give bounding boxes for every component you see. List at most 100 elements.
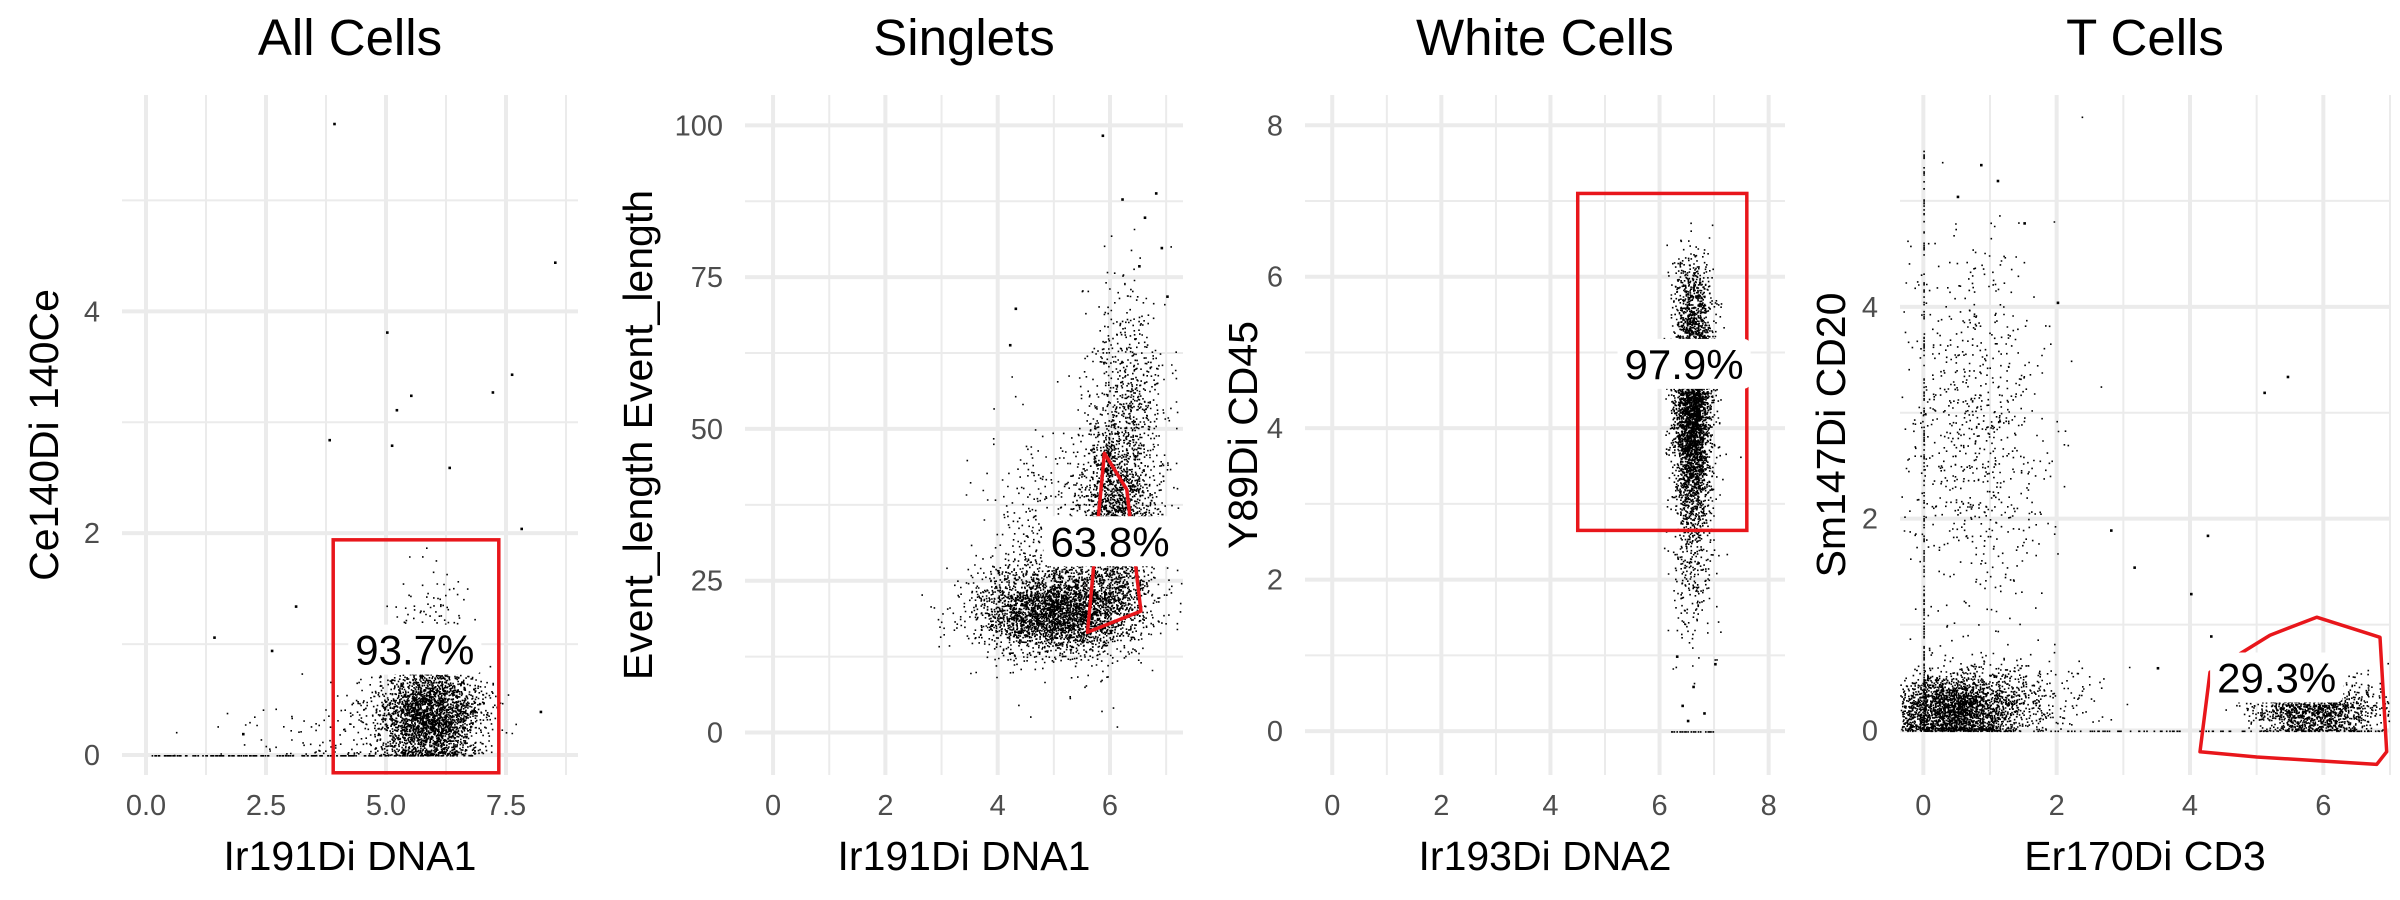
y-tick-label: 2: [1267, 565, 1283, 597]
point-cloud: [1661, 222, 1742, 733]
panel-title: White Cells: [1416, 9, 1674, 66]
y-tick-label: 4: [1267, 413, 1283, 445]
outlier-point: [1980, 163, 1983, 167]
x-tick-label: 8: [1761, 790, 1777, 822]
outlier-point: [2023, 222, 2026, 225]
outlier-point: [539, 710, 543, 714]
scatter-points: [1900, 116, 2391, 733]
outlier-point: [1714, 662, 1717, 666]
outlier-point: [1154, 192, 1158, 195]
outlier-point: [2210, 635, 2213, 638]
scatter-points: [921, 134, 1183, 728]
gate-label-background: [1617, 338, 1751, 389]
outlier-point: [2286, 375, 2290, 379]
x-tick-label: 6: [1102, 790, 1118, 822]
gate-percentage-text: 29.3%: [2217, 655, 2336, 702]
gate-percentage-text: 97.9%: [1625, 341, 1744, 388]
scatter-points: [151, 122, 557, 757]
x-tick-label: 2: [2049, 790, 2065, 822]
outlier-point: [1138, 265, 1141, 268]
outlier-point: [1121, 198, 1124, 201]
outlier-point: [1996, 179, 2000, 183]
x-tick-label: 0: [1915, 790, 1931, 822]
x-tick-label: 4: [2182, 790, 2198, 822]
x-axis-label: Ir191Di DNA1: [224, 833, 477, 879]
y-tick-label: 0: [1862, 716, 1878, 748]
outlier-point: [1014, 307, 1018, 311]
gate-percentage-label: 97.9%: [1617, 338, 1751, 389]
gate-shape: [331, 538, 501, 775]
outlier-point: [390, 444, 394, 448]
y-tick-label: 25: [691, 566, 723, 598]
x-tick-label: 5.0: [366, 790, 406, 822]
y-tick-label: 4: [1862, 292, 1878, 324]
x-tick-label: 2: [1433, 790, 1449, 822]
y-tick-label: 2: [1862, 504, 1878, 536]
panel-title: Singlets: [873, 9, 1054, 66]
outlier-point: [2263, 391, 2266, 395]
outlier-point: [333, 122, 336, 126]
y-tick-label: 0: [1267, 716, 1283, 748]
gate-shape: [1085, 451, 1143, 635]
y-tick-label: 6: [1267, 262, 1283, 294]
panel-singlets: 0 2 4 6 0 25 50 75 100 Singlets Ir191Di DNA1 Eve…: [615, 9, 1183, 879]
panel-white-cells: 0 2 4 6 8 0 2 4 6 8 White Cells Ir193Di DNA2 Y89D…: [1220, 9, 1785, 879]
y-tick-label: 0: [84, 740, 100, 772]
gate-polygon: [1085, 451, 1143, 635]
gate-percentage-label: 93.7%: [348, 624, 482, 675]
gate-rectangle: [331, 538, 501, 775]
point-cloud: [151, 547, 517, 757]
outlier-point: [294, 605, 298, 608]
outlier-point: [510, 373, 514, 377]
outlier-point: [270, 649, 274, 653]
outlier-point: [1101, 134, 1105, 138]
panel-grid: [1305, 95, 1785, 775]
x-tick-label: 4: [990, 790, 1006, 822]
x-axis-label: Ir191Di DNA1: [838, 833, 1091, 879]
outlier-point: [2056, 301, 2060, 305]
y-tick-label: 8: [1267, 110, 1283, 142]
y-tick-label: 100: [675, 110, 723, 142]
gate-label-background: [1043, 516, 1177, 567]
y-tick-label: 75: [691, 262, 723, 294]
x-tick-label: 0: [765, 790, 781, 822]
outlier-point: [1160, 246, 1164, 250]
outlier-point: [2206, 534, 2210, 538]
outlier-point: [554, 261, 557, 264]
panel-t-cells: 0 2 4 6 0 2 4 T Cells Er170Di CD3 Sm147Di CD20…: [1808, 9, 2391, 879]
x-tick-label: 2.5: [246, 790, 286, 822]
panel-title: T Cells: [2066, 9, 2224, 66]
outlier-point: [328, 438, 331, 442]
y-tick-label: 0: [707, 718, 723, 750]
outlier-point: [410, 394, 413, 398]
y-tick-label: 4: [84, 296, 100, 328]
outlier-point: [491, 391, 495, 394]
axis-ticks: 0 2 4 6 0 25 50 75 100: [675, 110, 1118, 822]
panel-grid: [745, 95, 1183, 775]
axis-ticks: 0 2 4 6 0 2 4: [1862, 292, 2332, 822]
outlier-point: [2190, 592, 2193, 596]
outlier-point: [386, 331, 389, 334]
y-axis-label: Ce140Di 140Ce: [21, 289, 67, 581]
x-tick-label: 7.5: [486, 790, 526, 822]
x-tick-label: 0: [1324, 790, 1340, 822]
y-axis-label: Sm147Di CD20: [1808, 293, 1854, 578]
outlier-point: [1008, 343, 1012, 347]
outlier-point: [395, 408, 399, 412]
y-tick-label: 50: [691, 414, 723, 446]
panel-title: All Cells: [258, 9, 442, 66]
axis-ticks: 0 2 4 6 8 0 2 4 6 8: [1267, 110, 1777, 822]
x-tick-label: 6: [2315, 790, 2331, 822]
gate-percentage-text: 93.7%: [355, 627, 474, 674]
x-tick-label: 2: [877, 790, 893, 822]
outlier-point: [520, 527, 523, 531]
outlier-point: [1166, 295, 1169, 298]
outlier-point: [1681, 704, 1684, 708]
outlier-point: [1686, 719, 1690, 723]
scatter-points: [1661, 222, 1742, 733]
y-axis-label: Y89Di CD45: [1220, 321, 1266, 549]
outlier-point: [448, 466, 451, 470]
outlier-point: [1692, 685, 1695, 689]
